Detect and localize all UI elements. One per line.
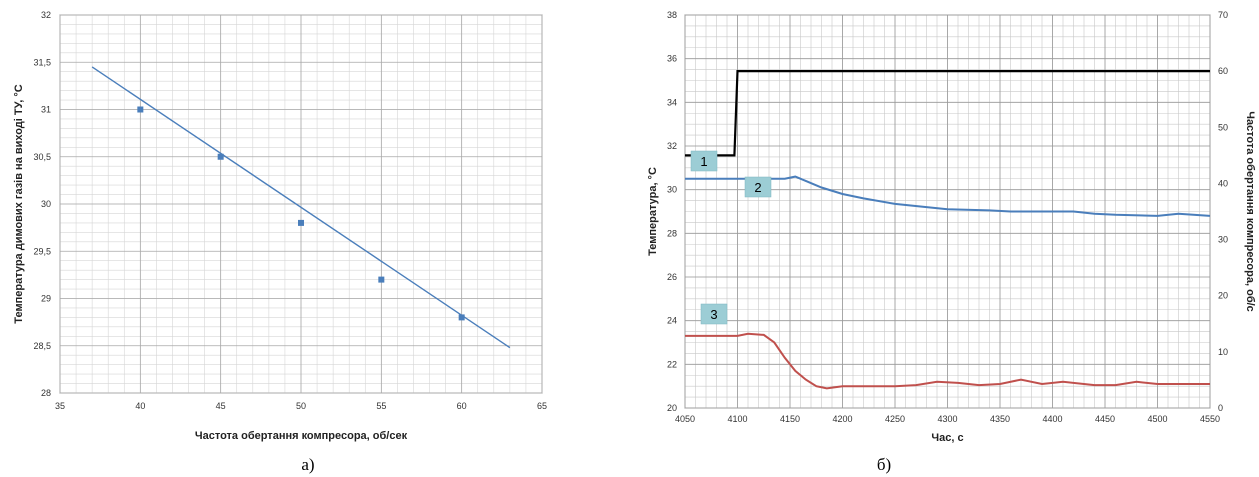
- y-tick-label-b: 24: [667, 316, 677, 326]
- y-tick-label-a: 29: [41, 294, 51, 304]
- x-tick-label-a: 45: [216, 401, 226, 411]
- y-tick-label-b: 20: [667, 403, 677, 413]
- y2-tick-label-b: 10: [1218, 347, 1228, 357]
- y2-tick-label-b: 0: [1218, 403, 1223, 413]
- y-tick-label-a: 30: [41, 199, 51, 209]
- y2-tick-label-b: 50: [1218, 122, 1228, 132]
- callout-box-2: [744, 176, 772, 198]
- x-tick-label-b: 4200: [832, 414, 852, 424]
- x-tick-label-b: 4150: [780, 414, 800, 424]
- x-tick-label-b: 4400: [1042, 414, 1062, 424]
- y-tick-label-b: 34: [667, 97, 677, 107]
- callout-label-1: 1: [700, 154, 707, 169]
- y2-tick-label-b: 40: [1218, 178, 1228, 188]
- x-tick-label-a: 60: [457, 401, 467, 411]
- y-axis-title-b: Температура, °С: [647, 167, 659, 256]
- y2-axis-title-b: Частота обертання компресора, об/с: [1244, 111, 1256, 312]
- data-point-a: [378, 276, 385, 283]
- y-tick-label-a: 31: [41, 105, 51, 115]
- data-point-a: [217, 153, 224, 160]
- y-axis-title-a: Температура димових газів на виході ТУ, …: [13, 84, 25, 323]
- callout-label-2: 2: [754, 180, 761, 195]
- y-tick-label-b: 32: [667, 141, 677, 151]
- x-axis-title-a: Частота обертання компресора, об/сек: [195, 430, 408, 442]
- x-tick-label-a: 55: [376, 401, 386, 411]
- x-tick-label-b: 4550: [1200, 414, 1220, 424]
- y-tick-label-a: 28,5: [33, 341, 51, 351]
- x-tick-label-b: 4500: [1147, 414, 1167, 424]
- x-tick-label-b: 4050: [675, 414, 695, 424]
- x-tick-label-b: 4450: [1095, 414, 1115, 424]
- y2-tick-label-b: 60: [1218, 66, 1228, 76]
- x-tick-label-a: 40: [135, 401, 145, 411]
- y-tick-label-b: 36: [667, 54, 677, 64]
- y2-tick-label-b: 30: [1218, 235, 1228, 245]
- callout-label-3: 3: [710, 307, 717, 322]
- y-tick-label-b: 38: [667, 10, 677, 20]
- y-tick-label-b: 26: [667, 272, 677, 282]
- x-tick-label-a: 50: [296, 401, 306, 411]
- x-tick-label-b: 4350: [990, 414, 1010, 424]
- y-tick-label-b: 22: [667, 359, 677, 369]
- x-tick-label-b: 4300: [937, 414, 957, 424]
- series-line-2: [685, 175, 1211, 217]
- y-tick-label-a: 29,5: [33, 246, 51, 256]
- x-tick-label-b: 4100: [727, 414, 747, 424]
- x-tick-label-b: 4250: [885, 414, 905, 424]
- data-point-a: [298, 219, 304, 226]
- x-tick-label-a: 65: [537, 401, 547, 411]
- data-point-a: [137, 106, 144, 113]
- y-tick-label-a: 31,5: [33, 57, 51, 67]
- y-tick-label-a: 28: [41, 388, 51, 398]
- callout-box-3: [700, 303, 728, 325]
- y2-tick-label-b: 70: [1218, 10, 1228, 20]
- y-tick-label-b: 30: [667, 185, 677, 195]
- data-point-a: [458, 314, 465, 321]
- x-axis-title-b: Час, с: [931, 432, 963, 444]
- callout-box-1: [690, 150, 718, 172]
- y2-tick-label-b: 20: [1218, 291, 1228, 301]
- y-tick-label-a: 32: [41, 10, 51, 20]
- y-tick-label-b: 28: [667, 228, 677, 238]
- x-tick-label-a: 35: [55, 401, 65, 411]
- series-line-3: [685, 332, 1210, 390]
- y-tick-label-a: 30,5: [33, 152, 51, 162]
- caption-b: б): [877, 455, 891, 474]
- caption-a: а): [301, 455, 314, 474]
- trendline-a: [91, 66, 511, 349]
